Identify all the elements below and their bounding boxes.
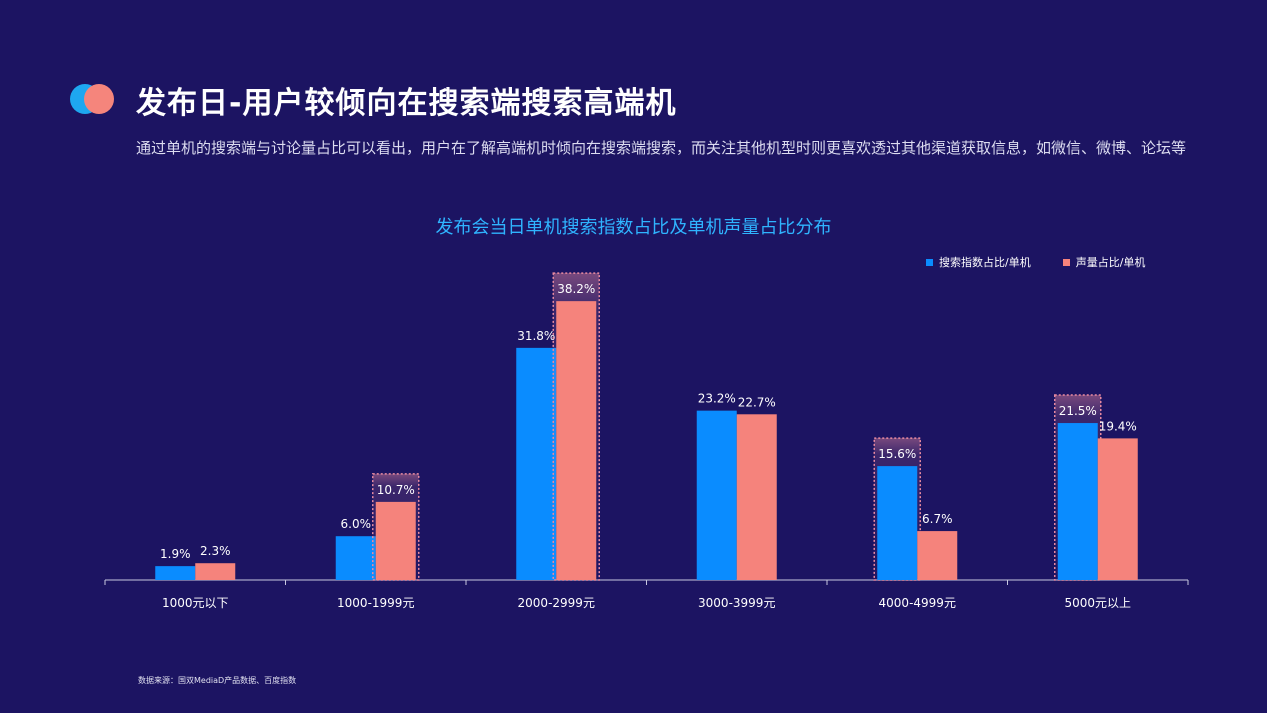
bar-search <box>155 566 196 580</box>
bar-search <box>516 347 557 580</box>
bar-voice <box>556 301 597 580</box>
chart-legend: 搜索指数占比/单机 声量占比/单机 <box>926 254 1145 270</box>
logo-circles <box>70 84 118 114</box>
bar-voice <box>195 563 236 580</box>
data-label-voice: 22.7% <box>738 395 776 409</box>
data-label-voice: 38.2% <box>557 282 595 296</box>
data-label-search: 1.9% <box>160 547 191 561</box>
legend-swatch-search <box>926 258 933 266</box>
legend-label-search: 搜索指数占比/单机 <box>939 256 1031 269</box>
data-label-search: 21.5% <box>1059 404 1097 418</box>
bar-voice <box>375 501 416 580</box>
bar-search <box>1057 423 1098 580</box>
data-label-search: 15.6% <box>878 447 916 461</box>
chart-title: 发布会当日单机搜索指数占比及单机声量占比分布 <box>435 217 832 238</box>
highlight-box-border <box>552 272 600 581</box>
page-subtitle: 通过单机的搜索端与讨论量占比可以看出，用户在了解高端机时倾向在搜索端搜索，而关注… <box>136 139 1187 157</box>
x-tick-label: 1000-1999元 <box>337 596 414 610</box>
data-label-voice: 10.7% <box>377 483 415 497</box>
data-label-voice: 6.7% <box>922 512 953 526</box>
x-tick-label: 1000元以下 <box>162 596 229 610</box>
bar-search <box>335 536 376 580</box>
x-tick-label: 5000元以上 <box>1064 596 1131 610</box>
data-label-search: 6.0% <box>341 517 372 531</box>
highlight-box-border <box>873 437 921 581</box>
bar-search <box>696 410 737 580</box>
bar-voice <box>1097 438 1138 580</box>
legend-label-voice: 声量占比/单机 <box>1075 256 1146 269</box>
logo-circle-coral <box>84 84 114 114</box>
data-label-search: 31.8% <box>517 329 555 343</box>
data-source-note: 数据来源：国双MediaD产品数据、百度指数 <box>138 676 297 685</box>
bar-search <box>877 466 918 580</box>
page-title: 发布日-用户较倾向在搜索端搜索高端机 <box>136 86 677 121</box>
x-tick-label: 4000-4999元 <box>879 596 956 610</box>
data-label-voice: 2.3% <box>200 544 231 558</box>
data-label-search: 23.2% <box>698 392 736 406</box>
bar-voice <box>736 414 777 580</box>
legend-item-search: 搜索指数占比/单机 <box>926 254 1031 270</box>
bar-voice <box>917 531 958 580</box>
x-tick-label: 2000-2999元 <box>518 596 595 610</box>
legend-item-voice: 声量占比/单机 <box>1062 254 1146 270</box>
legend-swatch-voice <box>1062 258 1070 266</box>
x-tick-label: 3000-3999元 <box>698 596 775 610</box>
data-label-voice: 19.4% <box>1099 419 1137 433</box>
